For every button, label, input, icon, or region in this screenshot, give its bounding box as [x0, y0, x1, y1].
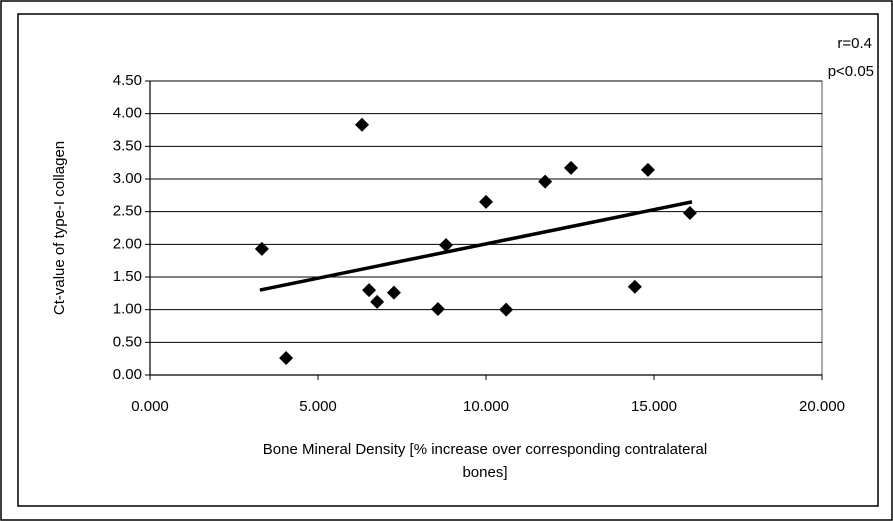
point — [499, 302, 514, 317]
chart-frame — [17, 13, 879, 507]
annotation: p<0.05 — [828, 63, 874, 80]
y-tick-label: 2.50 — [113, 203, 142, 220]
point — [479, 194, 493, 209]
y-tick-label: 4.00 — [113, 105, 142, 122]
y-tick-label: 3.50 — [113, 137, 142, 154]
point — [370, 294, 385, 309]
point — [254, 241, 269, 256]
point — [640, 162, 655, 177]
point — [627, 279, 642, 294]
point — [682, 205, 697, 220]
y-tick-label: 2.00 — [113, 235, 142, 252]
x-tick-label: 20.000 — [799, 398, 845, 415]
point — [538, 174, 553, 189]
annotation: r=0.4 — [837, 35, 872, 52]
x-axis-label: Bone Mineral Density [% increase over co… — [263, 441, 707, 481]
x-tick-label: 10.000 — [463, 398, 509, 415]
y-tick-label: 3.00 — [113, 170, 142, 187]
y-axis-label: Ct-value of type-I collagen — [51, 141, 68, 315]
point — [355, 117, 370, 132]
x-tick-label: 15.000 — [631, 398, 677, 415]
y-tick-label: 1.00 — [113, 301, 142, 318]
y-tick-label: 4.50 — [113, 72, 142, 89]
point — [564, 160, 579, 175]
point — [439, 237, 454, 252]
point — [430, 302, 445, 317]
y-tick-label: 1.50 — [113, 268, 142, 285]
x-tick-label: 5.000 — [299, 398, 337, 415]
y-tick-label: 0.00 — [113, 366, 142, 383]
point — [362, 283, 377, 298]
plot-area — [149, 80, 823, 376]
x-tick-label: 0.000 — [131, 398, 169, 415]
point — [386, 285, 401, 300]
point — [279, 351, 294, 366]
trendline — [259, 200, 693, 292]
y-tick-label: 0.50 — [113, 333, 142, 350]
